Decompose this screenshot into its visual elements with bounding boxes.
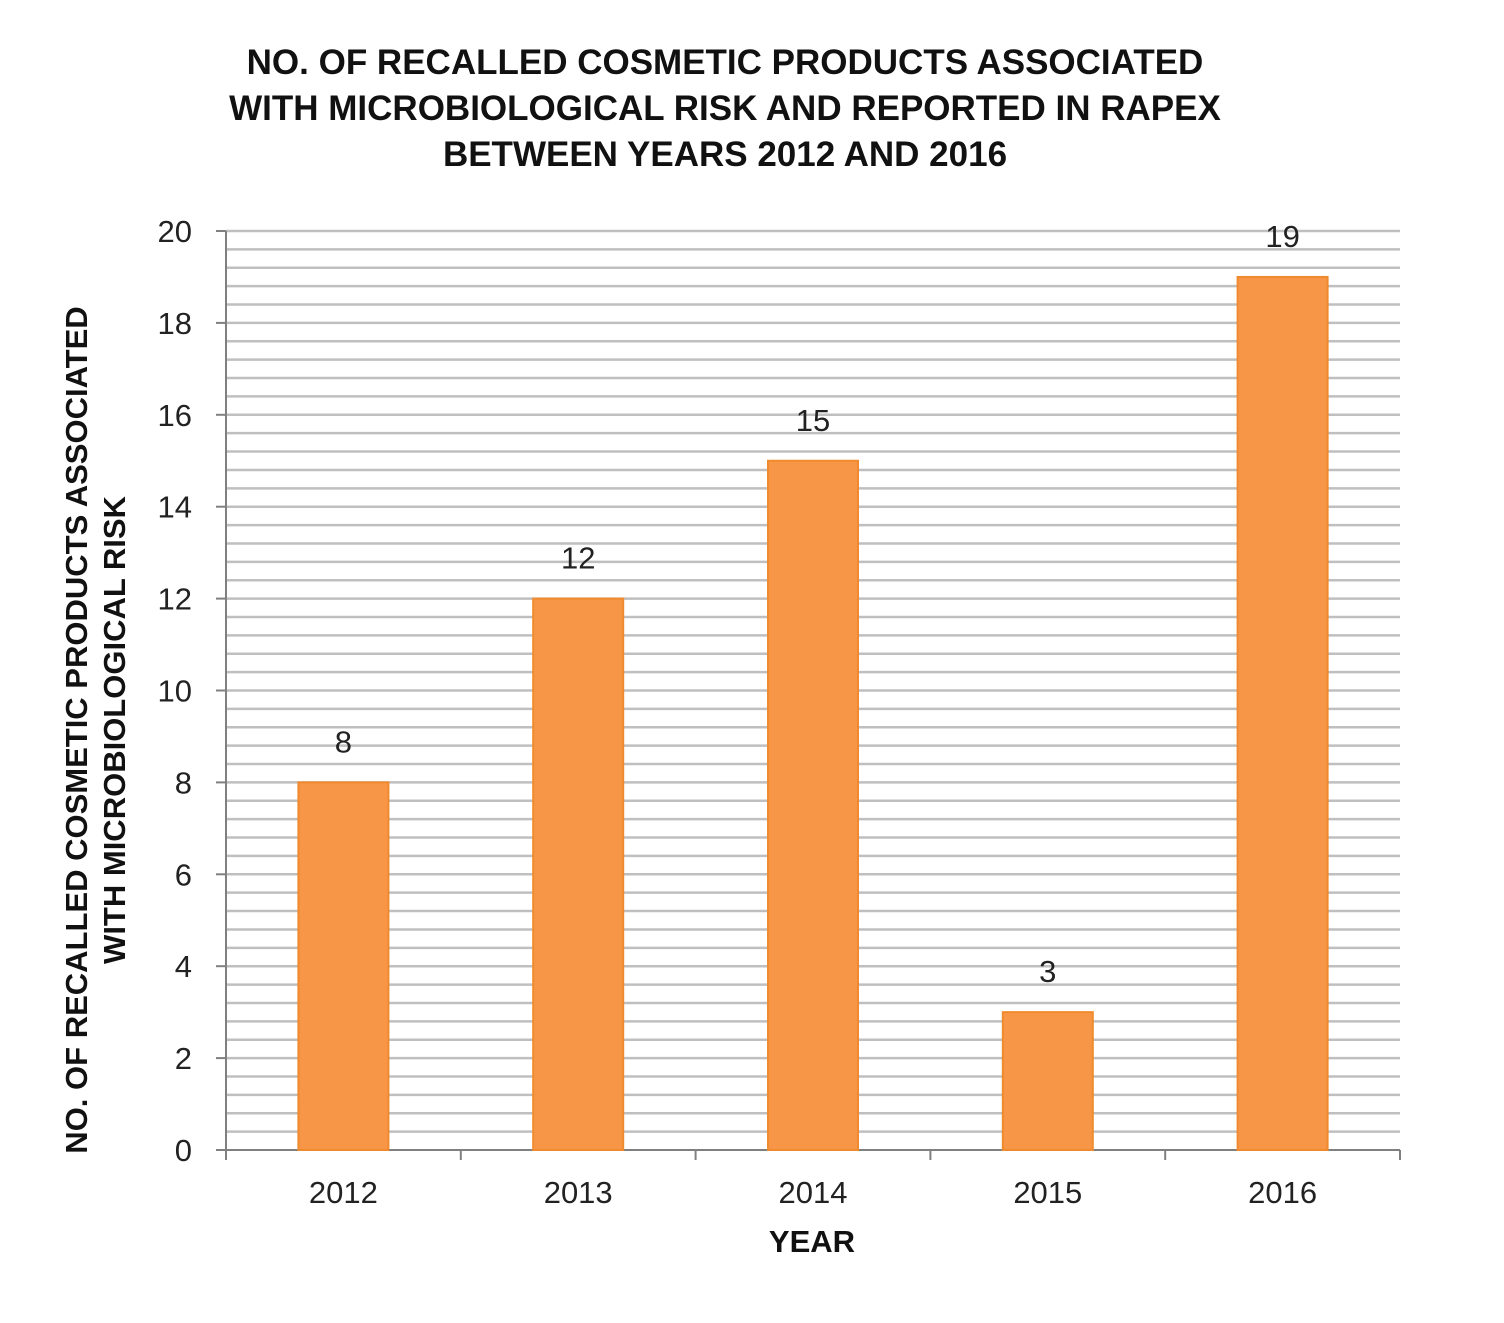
y-tick-label: 6 (175, 857, 192, 892)
y-tick-label: 14 (158, 490, 192, 525)
x-tick-label: 2016 (1248, 1175, 1317, 1210)
bar-2016 (1236, 275, 1329, 1151)
y-tick-label: 18 (158, 306, 192, 341)
y-tick-label: 12 (158, 582, 192, 617)
chart-title: NO. OF RECALLED COSMETIC PRODUCTS ASSOCI… (229, 43, 1221, 174)
data-label: 15 (796, 403, 830, 438)
y-tick-label: 16 (158, 398, 192, 433)
y-tick-label: 10 (158, 674, 192, 709)
bar-2013 (532, 597, 625, 1151)
y-tick-label: 8 (175, 765, 192, 800)
bar-2012 (297, 781, 390, 1152)
data-label: 19 (1265, 219, 1299, 254)
x-tick-label: 2015 (1013, 1175, 1082, 1210)
data-label: 8 (335, 724, 352, 759)
y-tick-label: 4 (175, 949, 192, 984)
y-tick-label: 20 (158, 214, 192, 249)
x-tick-label: 2014 (779, 1175, 848, 1210)
y-tick-label: 0 (175, 1133, 192, 1168)
x-tick-label: 2013 (544, 1175, 613, 1210)
x-axis-label: YEAR (768, 1224, 856, 1259)
y-tick-label: 2 (175, 1041, 192, 1076)
bar-2014 (767, 459, 859, 1151)
x-tick-label: 2012 (309, 1175, 378, 1210)
data-label: 3 (1039, 954, 1056, 989)
data-label: 12 (561, 541, 595, 576)
bar-2015 (1001, 1011, 1094, 1152)
